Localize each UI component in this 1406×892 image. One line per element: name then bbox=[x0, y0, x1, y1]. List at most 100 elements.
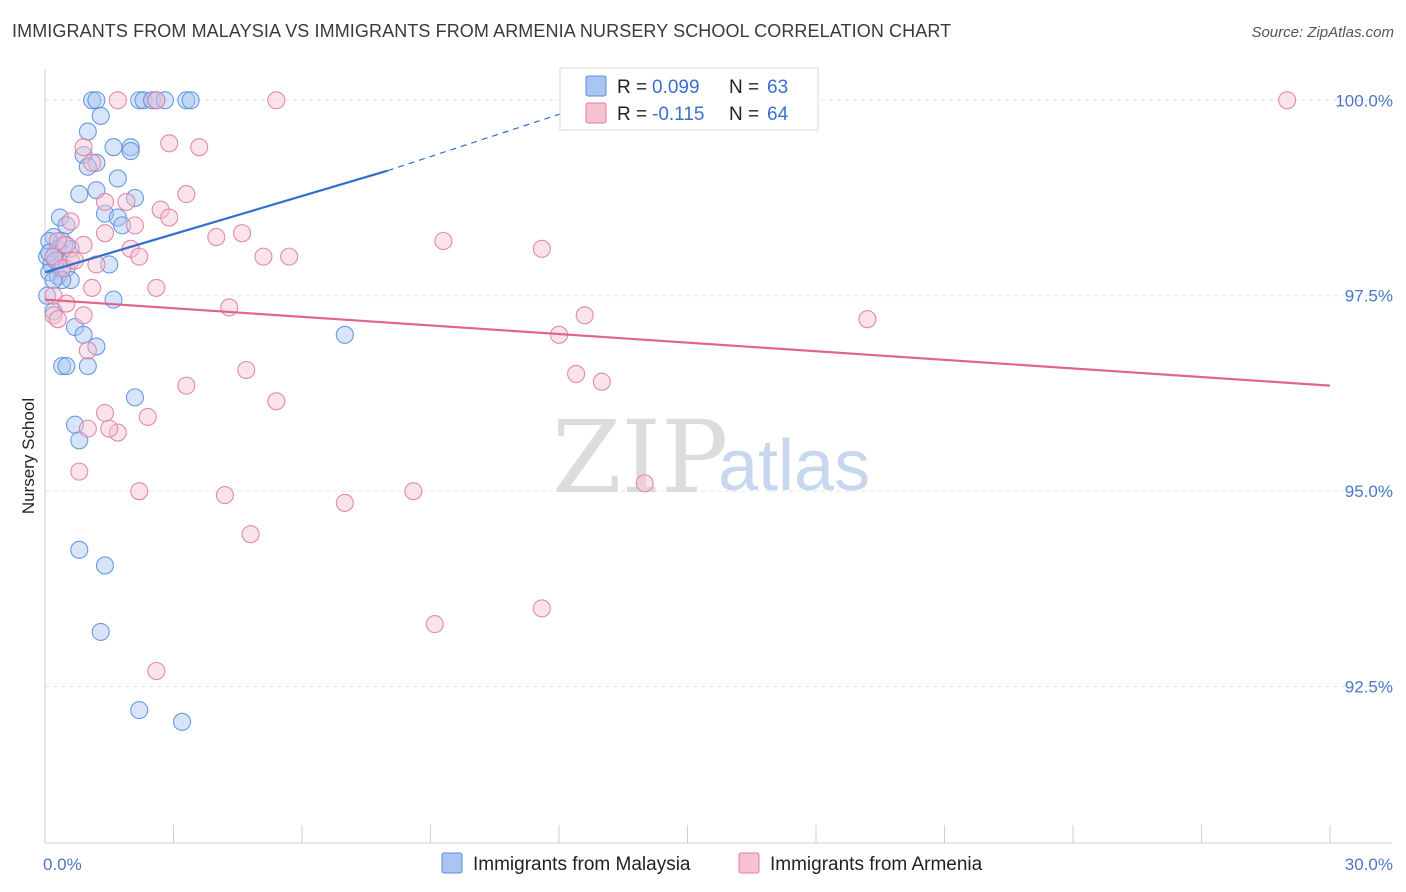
point-armenia-55 bbox=[215, 486, 234, 505]
malaysia-n-value: 63 bbox=[767, 77, 788, 98]
point-malaysia-57 bbox=[91, 622, 110, 641]
point-malaysia-24 bbox=[113, 216, 132, 235]
y-tick-label-1: 97.5% bbox=[1345, 287, 1393, 306]
point-malaysia-19 bbox=[70, 185, 89, 204]
point-malaysia-0 bbox=[83, 91, 102, 110]
legend-malaysia-label: Immigrants from Malaysia bbox=[473, 854, 691, 875]
point-armenia-61 bbox=[147, 661, 166, 681]
point-armenia-62 bbox=[48, 231, 67, 251]
gridlines bbox=[45, 99, 1392, 688]
point-malaysia-52 bbox=[125, 388, 144, 407]
point-armenia-18 bbox=[434, 231, 453, 251]
point-armenia-23 bbox=[254, 247, 273, 266]
y-tick-labels: 100.0% 97.5% 95.0% 92.5% bbox=[1335, 91, 1393, 696]
point-malaysia-51 bbox=[78, 357, 97, 376]
points-layer bbox=[38, 91, 1297, 731]
point-armenia-53 bbox=[635, 474, 654, 493]
trend-layer bbox=[44, 99, 1331, 387]
malaysia-n-label: N = bbox=[729, 77, 759, 98]
point-armenia-48 bbox=[138, 407, 157, 426]
point-malaysia-56 bbox=[95, 556, 115, 575]
y-tick-label-0: 100.0% bbox=[1335, 91, 1393, 110]
watermark-zip: ZIP bbox=[552, 399, 728, 516]
stats-legend-row-armenia: R = -0.115 N = 64 bbox=[585, 102, 789, 125]
point-armenia-25 bbox=[130, 247, 149, 266]
point-malaysia-48 bbox=[87, 337, 106, 356]
legend-malaysia-swatch bbox=[441, 852, 463, 874]
point-armenia-5 bbox=[160, 134, 179, 153]
point-armenia-59 bbox=[532, 599, 551, 618]
chart-title: IMMIGRANTS FROM MALAYSIA VS IMMIGRANTS F… bbox=[12, 21, 952, 41]
y-axis-label: Nursery School bbox=[19, 398, 38, 514]
point-malaysia-55 bbox=[70, 540, 89, 559]
series-legend: Immigrants from Malaysia Immigrants from… bbox=[441, 852, 983, 875]
armenia-n-value: 64 bbox=[767, 104, 789, 125]
point-armenia-24 bbox=[280, 247, 299, 266]
series-armenia-points bbox=[44, 91, 1297, 681]
point-malaysia-59 bbox=[173, 712, 192, 731]
point-armenia-10 bbox=[117, 192, 136, 211]
point-armenia-43 bbox=[567, 364, 586, 383]
point-armenia-47 bbox=[95, 403, 115, 423]
point-armenia-17 bbox=[232, 224, 252, 243]
point-malaysia-12 bbox=[121, 138, 140, 157]
stats-legend: R = 0.099 N = 63 R = -0.115 N = 64 bbox=[559, 67, 819, 131]
series-legend-malaysia[interactable]: Immigrants from Malaysia bbox=[441, 852, 691, 875]
malaysia-r-value: 0.099 bbox=[652, 77, 700, 98]
x-tick-label-min: 0.0% bbox=[43, 855, 82, 874]
point-armenia-56 bbox=[404, 482, 423, 501]
point-armenia-8 bbox=[177, 185, 196, 204]
point-armenia-19 bbox=[532, 239, 551, 258]
point-armenia-44 bbox=[592, 372, 611, 391]
point-malaysia-35 bbox=[100, 255, 119, 274]
point-armenia-46 bbox=[267, 392, 286, 411]
watermark-atlas: atlas bbox=[718, 426, 870, 506]
point-armenia-36 bbox=[858, 310, 877, 329]
trendline-armenia bbox=[44, 298, 1331, 387]
point-armenia-16 bbox=[207, 228, 226, 247]
point-armenia-52 bbox=[70, 462, 89, 481]
point-armenia-9 bbox=[95, 192, 115, 211]
point-armenia-13 bbox=[61, 212, 80, 231]
armenia-r-label: R = bbox=[617, 104, 647, 125]
point-armenia-2 bbox=[267, 91, 286, 110]
series-malaysia-points bbox=[38, 91, 354, 731]
point-armenia-51 bbox=[100, 419, 119, 438]
series-legend-armenia[interactable]: Immigrants from Armenia bbox=[738, 852, 983, 875]
point-malaysia-49 bbox=[53, 357, 72, 376]
chart-source: Source: ZipAtlas.com bbox=[1251, 24, 1394, 41]
point-malaysia-11 bbox=[104, 138, 123, 157]
point-armenia-35 bbox=[575, 306, 594, 325]
point-malaysia-13 bbox=[121, 142, 140, 161]
point-malaysia-47 bbox=[335, 325, 354, 344]
malaysia-r-label: R = bbox=[617, 77, 647, 98]
point-malaysia-10 bbox=[78, 122, 97, 141]
watermark: ZIP atlas bbox=[552, 399, 870, 516]
point-malaysia-20 bbox=[125, 188, 144, 208]
point-armenia-58 bbox=[241, 525, 260, 544]
point-armenia-15 bbox=[95, 224, 115, 243]
point-malaysia-15 bbox=[87, 153, 106, 172]
point-armenia-33 bbox=[57, 294, 76, 313]
point-armenia-54 bbox=[130, 482, 149, 501]
point-armenia-6 bbox=[190, 138, 209, 157]
point-malaysia-4 bbox=[143, 91, 162, 110]
point-armenia-31 bbox=[147, 278, 166, 297]
point-armenia-39 bbox=[48, 310, 67, 329]
point-malaysia-9 bbox=[91, 106, 110, 125]
point-malaysia-1 bbox=[87, 91, 106, 110]
point-armenia-50 bbox=[108, 423, 127, 442]
armenia-swatch bbox=[585, 102, 607, 124]
point-malaysia-58 bbox=[130, 701, 149, 720]
stats-legend-row-malaysia: R = 0.099 N = 63 bbox=[585, 75, 788, 98]
point-armenia-60 bbox=[425, 615, 444, 634]
point-armenia-41 bbox=[78, 341, 97, 360]
point-armenia-21 bbox=[74, 235, 93, 254]
point-malaysia-17 bbox=[108, 169, 127, 188]
point-armenia-49 bbox=[78, 419, 97, 438]
armenia-r-value: -0.115 bbox=[652, 104, 704, 125]
point-armenia-57 bbox=[335, 493, 354, 512]
point-armenia-4 bbox=[74, 138, 93, 157]
point-armenia-12 bbox=[160, 208, 179, 227]
